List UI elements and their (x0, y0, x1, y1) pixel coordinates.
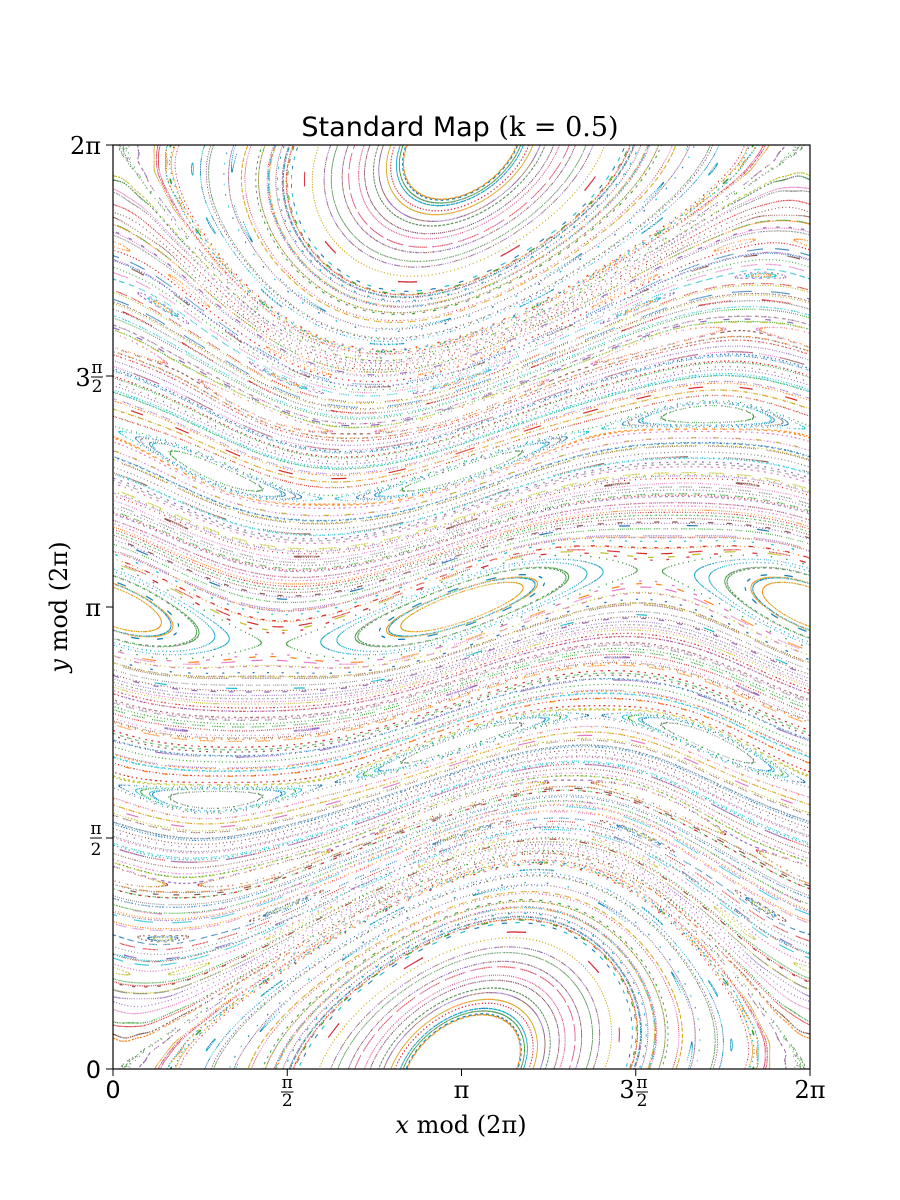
y-tick-label-3-denominator: 2 (92, 377, 103, 397)
y-tick-label-3-numerator: 3 (75, 364, 90, 392)
chart-title: Standard Map (k = 0.5) (301, 112, 618, 143)
y-tick-label-3: π (91, 358, 102, 378)
x-tick-label-4: 2π (794, 1076, 825, 1104)
y-tick-label-4: 2π (70, 132, 101, 160)
x-tick-label-1-denominator: 2 (282, 1091, 293, 1111)
y-tick-label-0: 0 (86, 1056, 101, 1084)
y-axis-label-var: y (45, 659, 73, 674)
y-tick-label-2: π (85, 594, 101, 622)
x-tick-label-1: π (282, 1073, 293, 1093)
x-axis-label: x mod (2π) (395, 1111, 526, 1139)
y-axis-label-rest: mod (2π) (45, 541, 73, 659)
chart-title-math: (k = 0.5) (498, 112, 618, 143)
chart-title-prefix: Standard Map (301, 112, 498, 143)
y-tick-label-1-denominator: 2 (91, 840, 102, 860)
y-axis-label: y mod (2π) (45, 541, 73, 673)
x-tick-label-0: 0 (105, 1076, 120, 1104)
x-tick-label-3-numerator: 3 (619, 1076, 634, 1104)
x-axis-label-var: x (395, 1111, 409, 1139)
y-tick-label-1: π (90, 819, 101, 839)
x-tick-label-2: π (454, 1076, 470, 1104)
x-axis-label-rest: mod (2π) (409, 1111, 527, 1139)
x-tick-label-3-denominator: 2 (637, 1091, 648, 1111)
x-tick-label-3: π (636, 1073, 647, 1093)
